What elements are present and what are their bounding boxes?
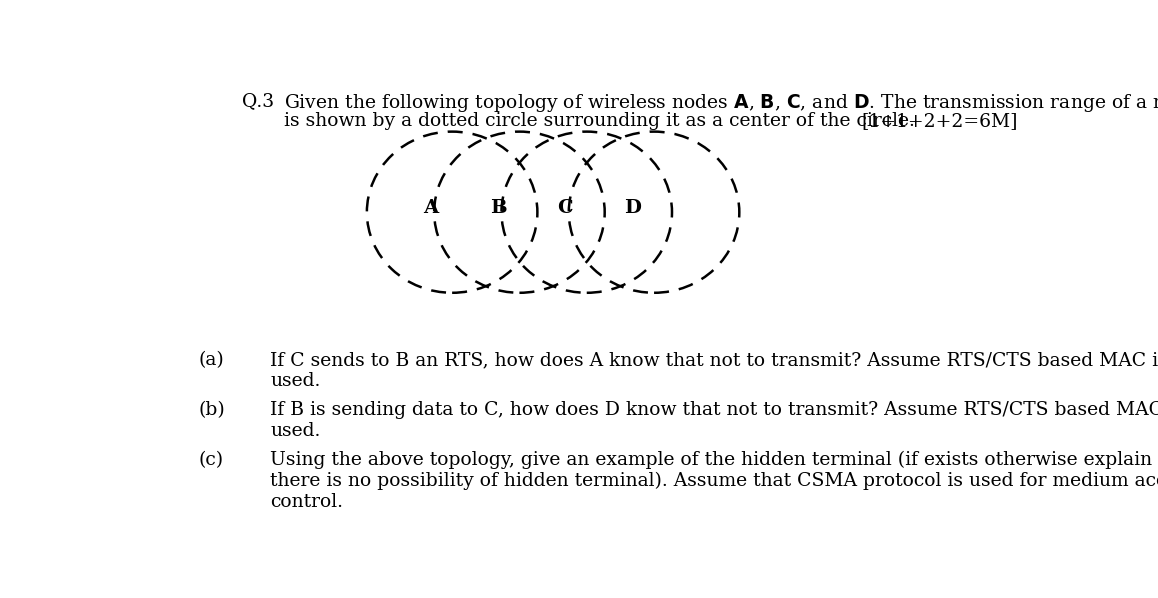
Text: D: D	[624, 199, 642, 216]
Text: [1+1+2+2=6M]: [1+1+2+2=6M]	[862, 112, 1018, 130]
Text: Given the following topology of wireless nodes $\mathbf{A}$, $\mathbf{B}$, $\mat: Given the following topology of wireless…	[284, 93, 1158, 114]
Text: (a): (a)	[199, 351, 225, 369]
Text: (c): (c)	[199, 451, 223, 469]
Text: If B is sending data to C, how does D know that not to transmit? Assume RTS/CTS : If B is sending data to C, how does D kn…	[271, 401, 1158, 440]
Text: Using the above topology, give an example of the hidden terminal (if exists othe: Using the above topology, give an exampl…	[271, 451, 1158, 511]
Text: C: C	[558, 199, 573, 216]
Text: is shown by a dotted circle surrounding it as a center of the circle.: is shown by a dotted circle surrounding …	[284, 112, 915, 130]
Text: Q.3: Q.3	[242, 93, 273, 111]
Text: If C sends to B an RTS, how does A know that not to transmit? Assume RTS/CTS bas: If C sends to B an RTS, how does A know …	[271, 351, 1158, 390]
Text: A: A	[424, 199, 439, 216]
Text: (b): (b)	[199, 401, 226, 419]
Text: B: B	[490, 199, 506, 216]
